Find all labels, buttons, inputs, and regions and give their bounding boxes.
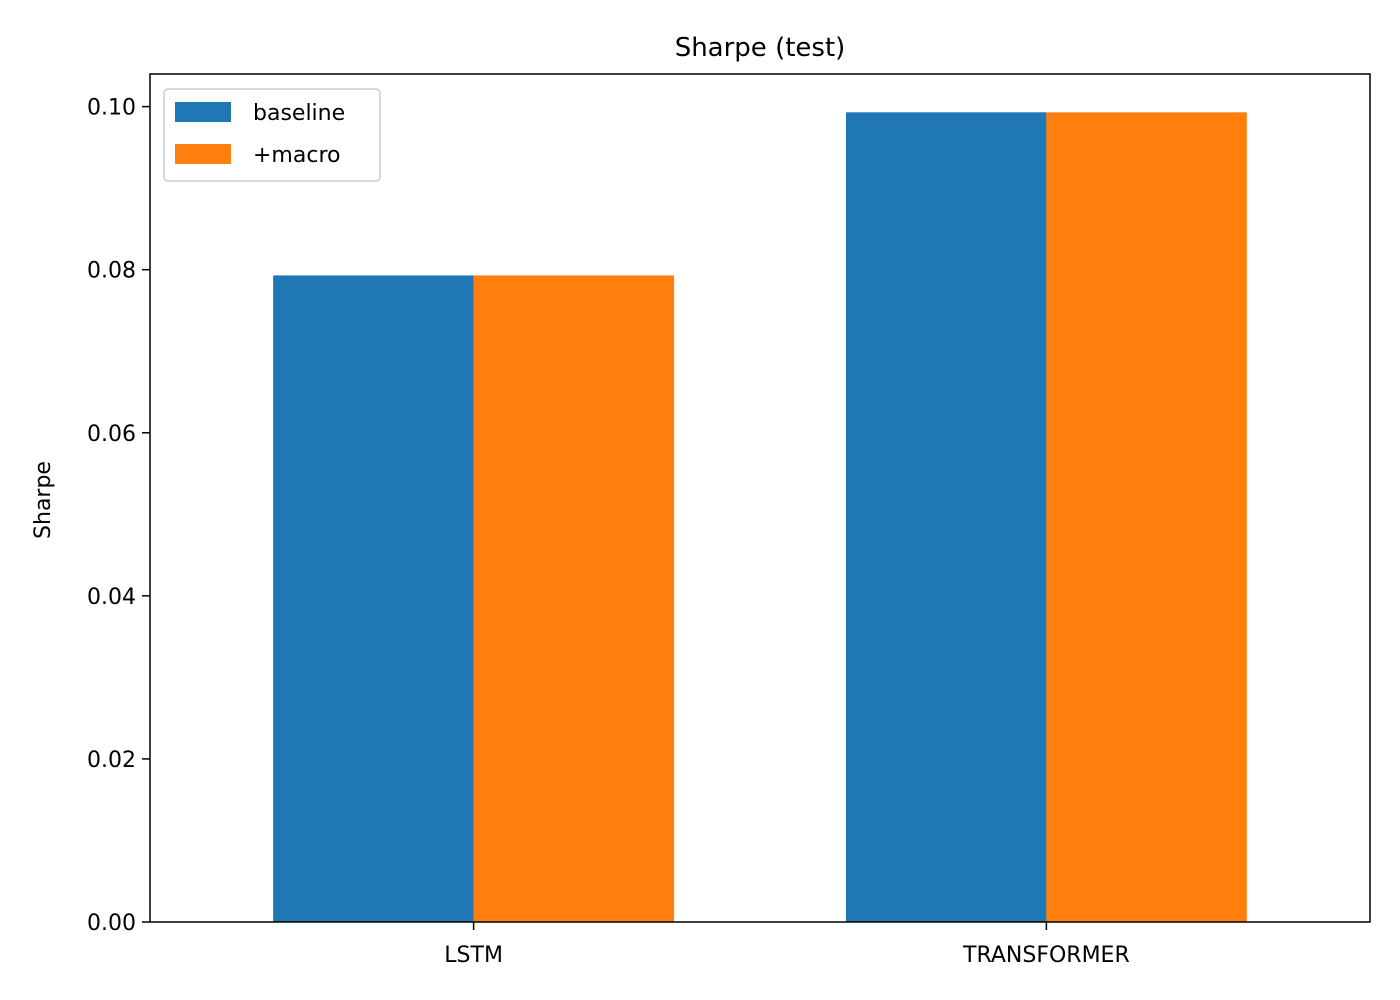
bar-transformer-baseline bbox=[845, 112, 1047, 922]
legend-label-baseline: baseline bbox=[253, 101, 345, 126]
bar-lstm-baseline bbox=[273, 275, 474, 922]
y-tick-label: 0.08 bbox=[87, 259, 136, 284]
bar-transformer-macro bbox=[1046, 112, 1247, 922]
y-axis-label: Sharpe bbox=[31, 461, 56, 539]
y-tick-label: 0.00 bbox=[87, 911, 136, 936]
y-axis: 0.00 0.02 0.04 0.06 0.08 0.10 bbox=[87, 96, 150, 936]
legend-swatch-macro bbox=[175, 144, 231, 164]
y-tick-label: 0.06 bbox=[87, 422, 136, 447]
y-tick-label: 0.10 bbox=[87, 96, 136, 121]
x-tick-label-lstm: LSTM bbox=[444, 943, 503, 968]
plot-area-frame bbox=[149, 73, 1371, 923]
legend: baseline +macro bbox=[163, 88, 381, 182]
x-axis: LSTM TRANSFORMER bbox=[444, 922, 1130, 968]
y-tick-label: 0.04 bbox=[87, 585, 136, 610]
legend-swatch-baseline bbox=[175, 102, 231, 122]
x-tick-label-transformer: TRANSFORMER bbox=[962, 943, 1130, 968]
y-tick-label: 0.02 bbox=[87, 748, 136, 773]
bars-group bbox=[273, 112, 1247, 922]
chart-title: Sharpe (test) bbox=[675, 33, 846, 63]
legend-label-macro: +macro bbox=[253, 143, 340, 168]
bar-lstm-macro bbox=[473, 275, 675, 922]
